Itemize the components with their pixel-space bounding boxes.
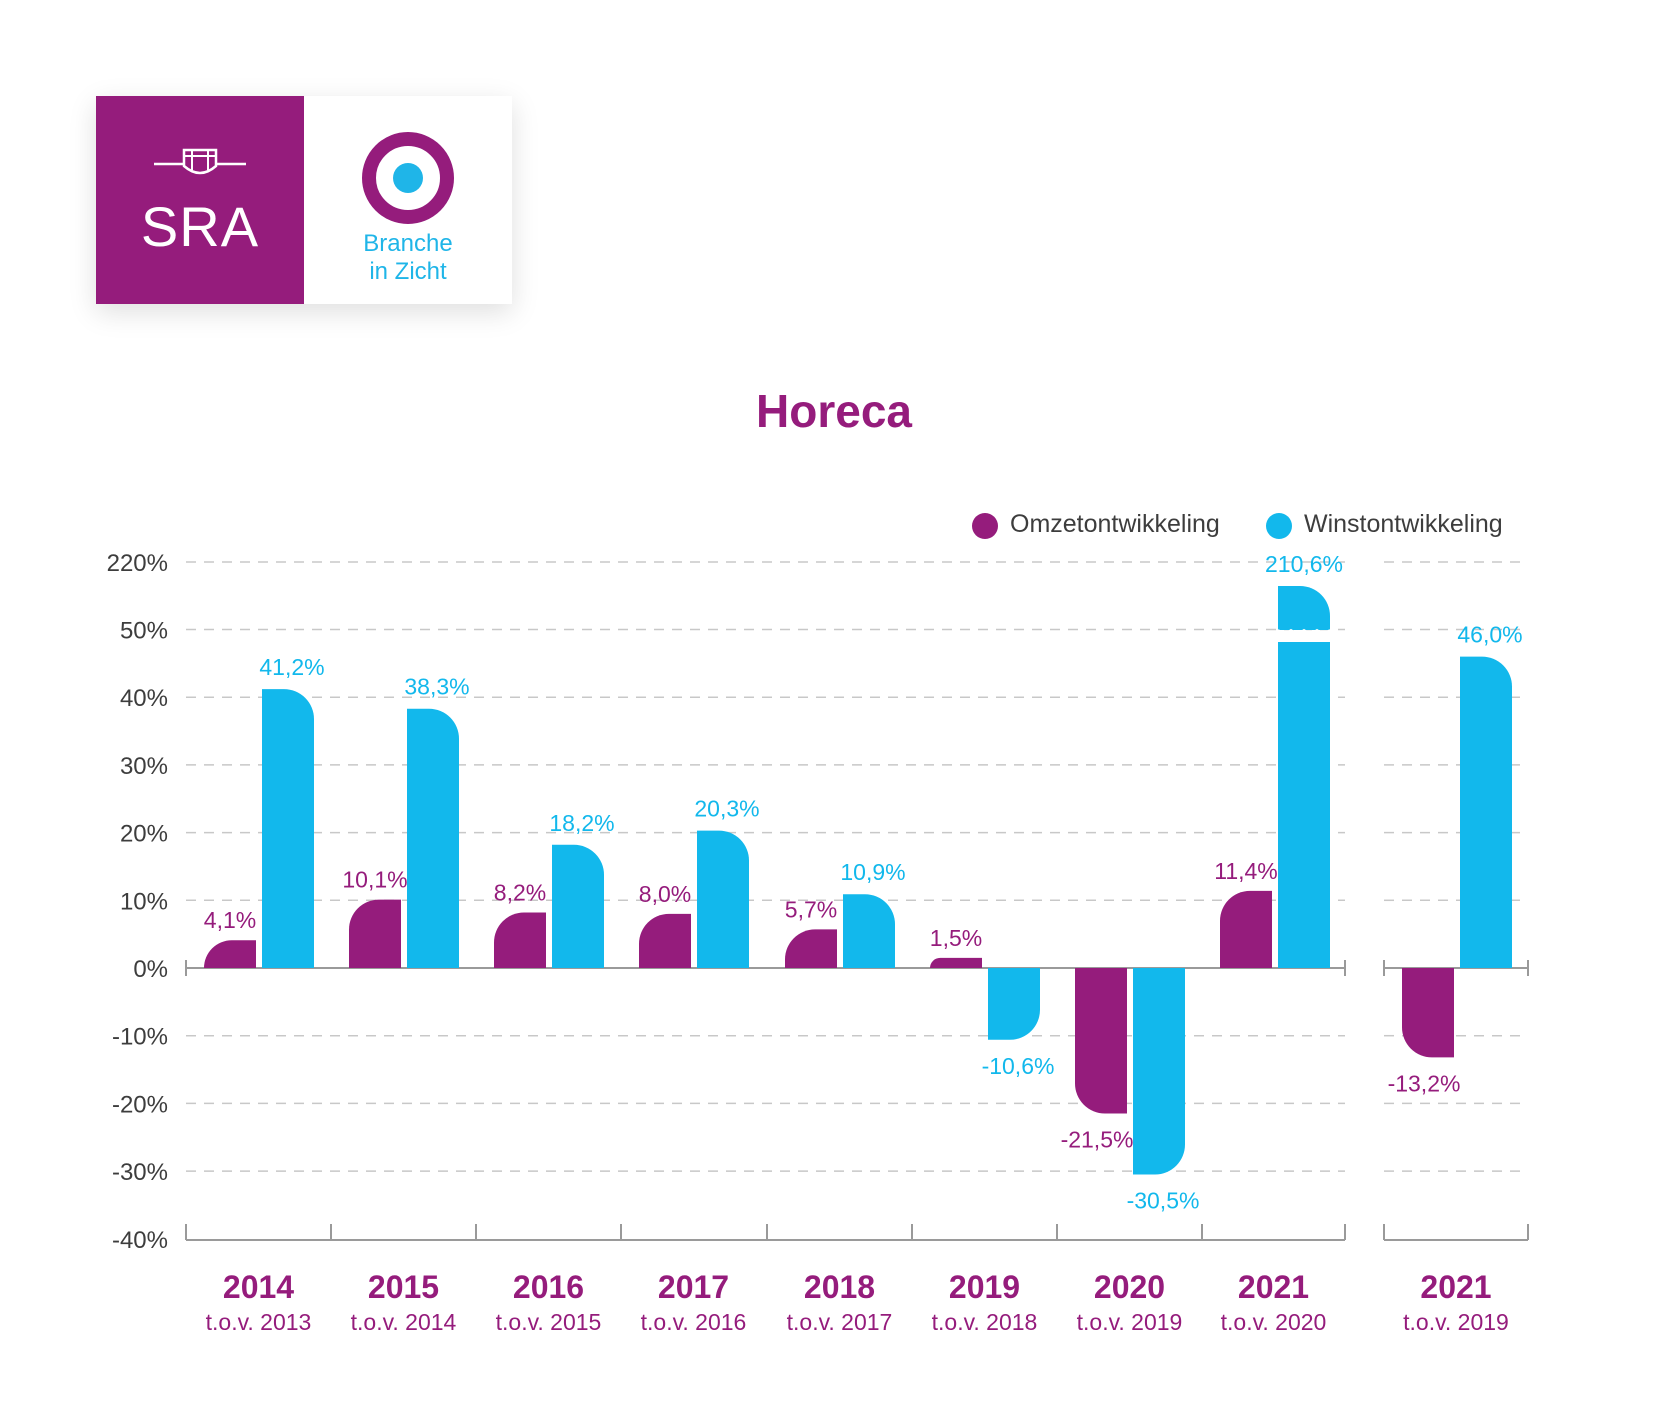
bar-winst-2017 (697, 830, 749, 968)
sra-logo-text: SRA (140, 195, 260, 258)
x-tick-sub: t.o.v. 2018 (932, 1309, 1038, 1335)
y-tick-label: 10% (120, 888, 168, 915)
x-tick-sub: t.o.v. 2014 (351, 1309, 457, 1335)
x-tick-year: 2016 (513, 1269, 584, 1305)
x-tick-year: 2020 (1094, 1269, 1165, 1305)
bar-omzet-2014 (204, 940, 256, 968)
data-label-omzet: 4,1% (204, 907, 256, 933)
data-label-winst: -10,6% (982, 1053, 1055, 1079)
x-tick-sub: t.o.v. 2017 (787, 1309, 893, 1335)
y-tick-label: 30% (120, 753, 168, 780)
bar-omzet-2017 (639, 913, 691, 968)
data-label-omzet: 10,1% (342, 867, 407, 893)
y-tick-label: 50% (120, 618, 168, 645)
data-label-winst: 10,9% (840, 859, 905, 885)
data-label-omzet: -13,2% (1388, 1070, 1461, 1096)
x-tick-year: 2019 (949, 1269, 1020, 1305)
bar-winst-2018 (843, 894, 895, 968)
branche-in-zicht-logo: Branche in Zicht (304, 96, 512, 304)
bar-winst-2020 (1133, 968, 1185, 1175)
y-tick-label: 220% (107, 550, 168, 577)
x-tick-year: 2018 (804, 1269, 875, 1305)
y-tick-label: 20% (120, 821, 168, 848)
bar-winst-2019 (988, 968, 1040, 1040)
bar-winst-2014 (262, 689, 314, 968)
legend-label-winst: Winstontwikkeling (1304, 510, 1503, 538)
x-tick-year: 2015 (368, 1269, 439, 1305)
bar-omzet-2020 (1075, 968, 1127, 1114)
bar-winst-2021 (1278, 642, 1330, 968)
bar-omzet-2019 (930, 957, 982, 968)
chart-title: Horeca (756, 385, 912, 437)
data-label-winst: 38,3% (404, 674, 469, 700)
bar-omzet-2018 (785, 929, 837, 968)
bar-omzet-2016 (494, 912, 546, 968)
data-label-winst: 210,6% (1265, 551, 1343, 577)
x-tick-sub: t.o.v. 2019 (1077, 1309, 1183, 1335)
logo-card: SRA Branche in Zicht (96, 96, 512, 304)
x-tick-year: 2021 (1238, 1269, 1309, 1305)
x-tick-sub: t.o.v. 2013 (206, 1309, 312, 1335)
data-label-omzet: 5,7% (785, 896, 837, 922)
bar-winst-2016 (552, 844, 604, 968)
data-label-omzet: -21,5% (1061, 1127, 1134, 1153)
target-icon (362, 132, 454, 224)
data-label-winst: 20,3% (694, 796, 759, 822)
data-label-omzet: 11,4% (1214, 858, 1278, 884)
x-tick-year: 2014 (223, 1269, 294, 1305)
data-label-winst: 18,2% (549, 810, 614, 836)
bar-omzet-2015 (349, 899, 401, 968)
data-label-omzet: 1,5% (930, 925, 982, 951)
branche-line: Branche (363, 230, 453, 257)
x-tick-sub: t.o.v. 2015 (496, 1309, 602, 1335)
y-tick-label: -40% (112, 1227, 168, 1254)
in-zicht-line: in Zicht (369, 258, 447, 285)
bar-omzet-2021 (1220, 890, 1272, 968)
x-tick-year: 2017 (658, 1269, 729, 1305)
data-label-winst: -30,5% (1127, 1187, 1200, 1213)
x-tick-year: 2021 (1420, 1269, 1491, 1305)
y-tick-label: 40% (120, 685, 168, 712)
x-tick-sub: t.o.v. 2016 (641, 1309, 747, 1335)
sra-logo: SRA (96, 96, 304, 304)
branche-in-zicht-text: Branche in Zicht (304, 230, 512, 286)
y-tick-label: -10% (112, 1024, 168, 1051)
legend-dot-winst (1266, 513, 1292, 539)
x-tick-sub: t.o.v. 2019 (1403, 1309, 1509, 1335)
legend-dot-omzet (972, 513, 998, 539)
sra-emblem-icon (154, 148, 246, 175)
bar-omzet-2021 (1402, 968, 1454, 1058)
y-tick-label: -20% (112, 1091, 168, 1118)
axis-break-mark (1277, 628, 1331, 636)
bar-winst-2015 (407, 708, 459, 968)
data-label-winst: 41,2% (259, 654, 324, 680)
data-label-winst: 46,0% (1457, 622, 1522, 648)
y-tick-label: -30% (112, 1159, 168, 1186)
bar-winst-top-2021 (1278, 586, 1330, 630)
y-tick-label: 0% (133, 956, 168, 983)
bar-winst-2021 (1460, 656, 1512, 968)
x-tick-sub: t.o.v. 2020 (1221, 1309, 1327, 1335)
legend-label-omzet: Omzetontwikkeling (1010, 510, 1220, 538)
data-label-omzet: 8,2% (494, 879, 546, 905)
data-label-omzet: 8,0% (639, 881, 691, 907)
